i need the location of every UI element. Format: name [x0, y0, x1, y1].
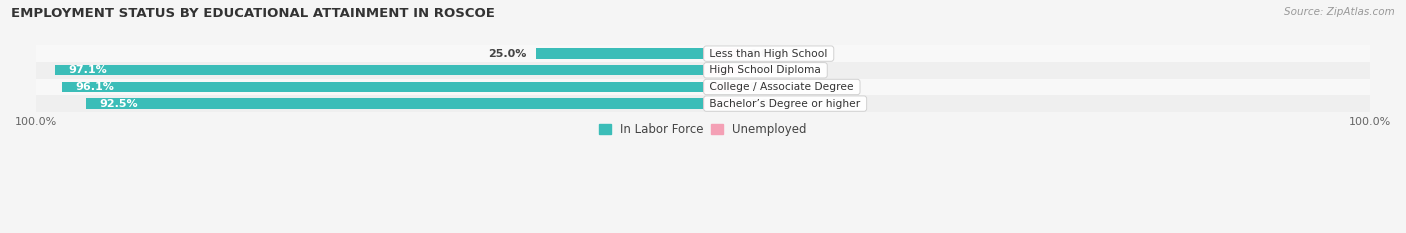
Bar: [703, 82, 740, 92]
Bar: [37, 95, 1369, 112]
Text: 25.0%: 25.0%: [488, 49, 526, 59]
Text: 92.5%: 92.5%: [100, 99, 138, 109]
Legend: In Labor Force, Unemployed: In Labor Force, Unemployed: [595, 118, 811, 141]
Bar: [37, 62, 1369, 79]
Bar: [55, 65, 703, 75]
Text: Bachelor’s Degree or higher: Bachelor’s Degree or higher: [706, 99, 863, 109]
Text: 0.0%: 0.0%: [749, 82, 780, 92]
Bar: [37, 45, 1369, 62]
Bar: [703, 65, 740, 75]
Bar: [86, 99, 703, 109]
Bar: [62, 82, 703, 92]
Text: 97.1%: 97.1%: [69, 65, 107, 75]
Text: 0.0%: 0.0%: [749, 65, 780, 75]
Text: Less than High School: Less than High School: [706, 49, 831, 59]
Bar: [703, 99, 740, 109]
Text: 0.0%: 0.0%: [749, 99, 780, 109]
Text: EMPLOYMENT STATUS BY EDUCATIONAL ATTAINMENT IN ROSCOE: EMPLOYMENT STATUS BY EDUCATIONAL ATTAINM…: [11, 7, 495, 20]
Text: 0.0%: 0.0%: [749, 49, 780, 59]
Text: 96.1%: 96.1%: [76, 82, 114, 92]
Bar: [536, 48, 703, 59]
Bar: [37, 79, 1369, 95]
Text: College / Associate Degree: College / Associate Degree: [706, 82, 858, 92]
Text: Source: ZipAtlas.com: Source: ZipAtlas.com: [1284, 7, 1395, 17]
Text: High School Diploma: High School Diploma: [706, 65, 824, 75]
Bar: [703, 48, 740, 59]
